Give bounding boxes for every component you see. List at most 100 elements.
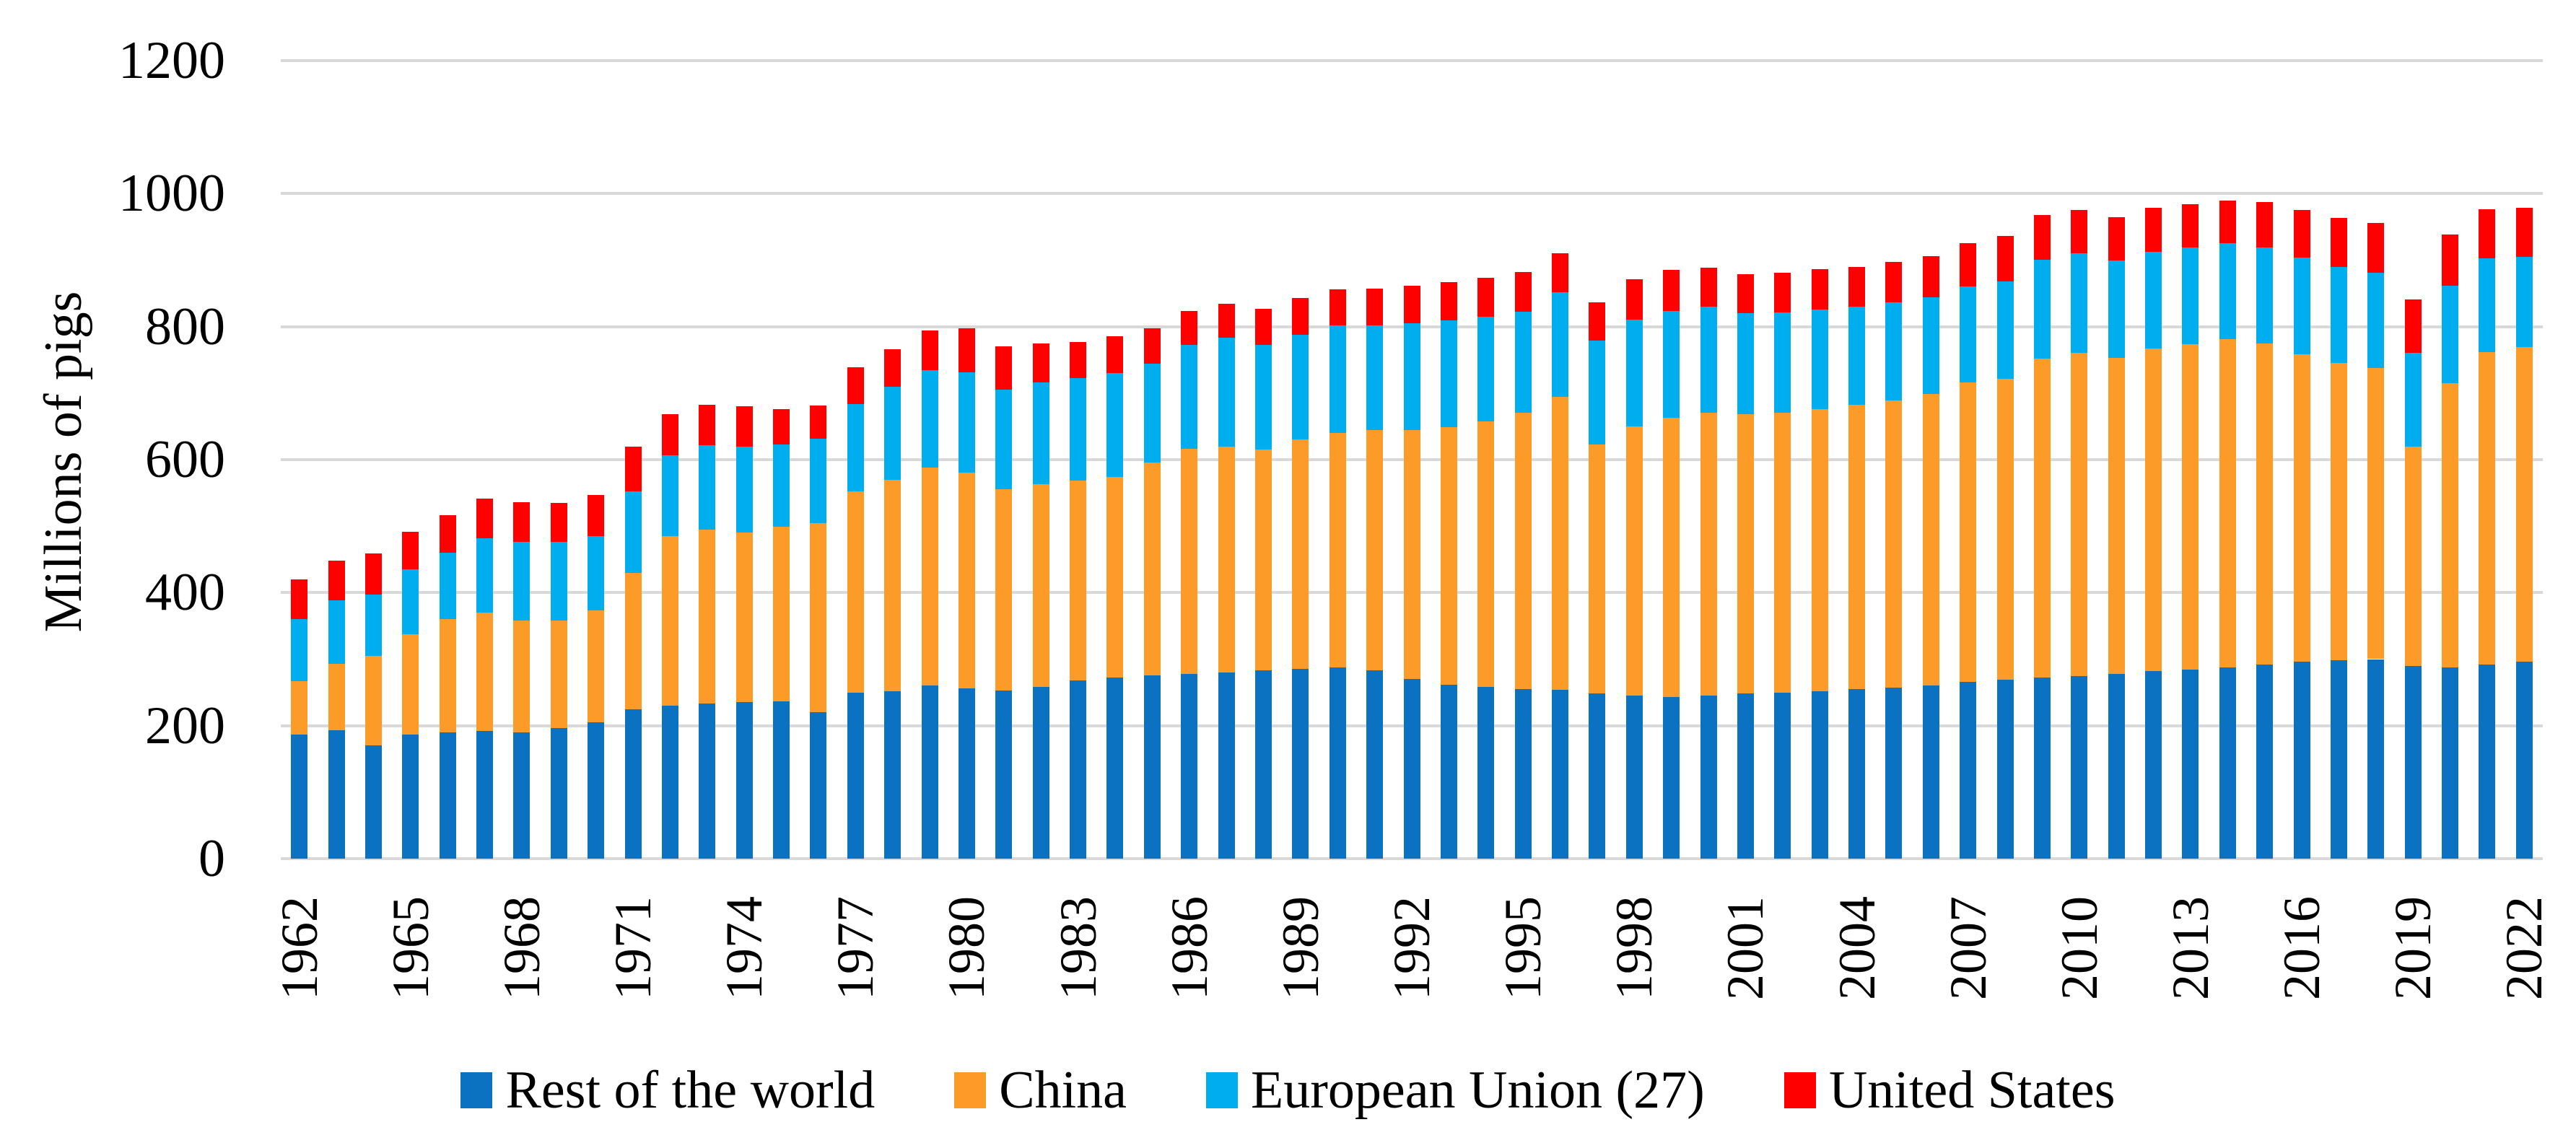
bar-segment-united-states-1976	[810, 406, 827, 439]
bar-segment-european-union-27-1966	[439, 553, 456, 620]
bar-segment-china-1988	[1254, 450, 1272, 671]
y-tick-label: 400	[145, 563, 225, 623]
bar-segment-united-states-2020	[2442, 235, 2459, 286]
bar-segment-european-union-27-2015	[2256, 247, 2274, 343]
bar-segment-china-1997	[1589, 444, 1606, 694]
bar-segment-china-1999	[1663, 417, 1680, 698]
bar-segment-china-2006	[1922, 393, 1939, 686]
bar-segment-united-states-1993	[1440, 281, 1457, 321]
bar-segment-rest-of-the-world-1973	[699, 704, 716, 859]
bar-segment-rest-of-the-world-1999	[1663, 697, 1680, 859]
legend-swatch-icon	[1206, 1072, 1238, 1108]
bar-segment-european-union-27-2020	[2442, 286, 2459, 383]
bar-segment-united-states-1985	[1143, 328, 1161, 364]
bar-segment-rest-of-the-world-1975	[773, 701, 790, 859]
bar-segment-united-states-2017	[2330, 218, 2347, 267]
bar-segment-european-union-27-1977	[847, 403, 864, 492]
bar-segment-european-union-27-1975	[773, 444, 790, 527]
bar-segment-european-union-27-1988	[1254, 344, 1272, 450]
bar-segment-united-states-1964	[364, 553, 382, 595]
bar-segment-united-states-2013	[2182, 204, 2199, 247]
bar-segment-rest-of-the-world-1988	[1254, 670, 1272, 859]
bar-segment-rest-of-the-world-1992	[1403, 679, 1420, 859]
bar-segment-china-2005	[1885, 400, 1903, 688]
bar-segment-european-union-27-1986	[1181, 344, 1198, 450]
bar-segment-european-union-27-2021	[2479, 258, 2496, 352]
bar-segment-united-states-1968	[513, 501, 531, 543]
bar-segment-china-1989	[1292, 439, 1309, 670]
bar-segment-european-union-27-1973	[699, 444, 716, 530]
bar-segment-european-union-27-2022	[2515, 256, 2533, 348]
bar-segment-united-states-1984	[1106, 336, 1124, 374]
bar-segment-rest-of-the-world-1990	[1329, 667, 1346, 859]
x-tick-label-1980: 1980	[938, 896, 996, 1000]
bar-segment-china-2011	[2108, 357, 2125, 674]
bar-segment-european-union-27-2001	[1737, 313, 1754, 415]
bar-segment-european-union-27-1998	[1625, 320, 1643, 426]
bar-segment-rest-of-the-world-1964	[364, 745, 382, 859]
bar-segment-united-states-1970	[588, 494, 605, 536]
bar-segment-rest-of-the-world-2008	[1996, 680, 2014, 859]
bar-segment-european-union-27-2003	[1811, 309, 1828, 409]
bar-segment-rest-of-the-world-1998	[1625, 696, 1643, 859]
x-tick-label-2013: 2013	[2161, 896, 2219, 1000]
bar-segment-united-states-1969	[550, 502, 567, 543]
bar-segment-european-union-27-1996	[1552, 292, 1568, 398]
bar-segment-united-states-1981	[995, 346, 1013, 390]
bar-segment-united-states-1973	[699, 404, 716, 445]
bar-segment-china-1979	[921, 468, 938, 686]
chart-legend: Rest of the world China European Union (27…	[0, 1064, 2576, 1117]
bar-segment-rest-of-the-world-2005	[1885, 688, 1903, 859]
legend-item-united-states: United States	[1783, 1064, 2116, 1117]
bar-segment-china-1993	[1440, 426, 1457, 685]
bar-segment-united-states-1962	[291, 579, 308, 620]
bar-segment-united-states-2008	[1996, 236, 2014, 281]
x-tick-label-1968: 1968	[492, 896, 551, 1000]
bar-segment-rest-of-the-world-1966	[439, 732, 456, 859]
bar-segment-rest-of-the-world-2002	[1774, 692, 1791, 859]
bar-segment-united-states-1975	[773, 408, 790, 444]
bar-segment-rest-of-the-world-2017	[2330, 660, 2347, 859]
bar-segment-china-2000	[1700, 413, 1717, 696]
bar-segment-china-1975	[773, 527, 790, 701]
bar-segment-united-states-1991	[1366, 289, 1384, 325]
x-tick-label-1977: 1977	[826, 896, 885, 1000]
bar-segment-european-union-27-1984	[1106, 373, 1124, 477]
bar-segment-china-2015	[2256, 343, 2274, 665]
bar-segment-china-1973	[699, 529, 716, 704]
bar-segment-european-union-27-1989	[1292, 334, 1309, 440]
bar-segment-rest-of-the-world-2006	[1922, 685, 1939, 859]
bar-segment-china-1976	[810, 522, 827, 713]
bar-segment-united-states-2012	[2145, 207, 2162, 252]
y-tick-label: 600	[145, 430, 225, 489]
bar-segment-china-1996	[1552, 397, 1568, 690]
legend-item-china: China	[954, 1064, 1127, 1117]
bar-segment-united-states-1980	[958, 328, 975, 373]
bar-segment-rest-of-the-world-1977	[847, 692, 864, 859]
bar-segment-rest-of-the-world-2012	[2145, 671, 2162, 859]
bar-segment-china-1981	[995, 489, 1013, 691]
bar-segment-united-states-1990	[1329, 289, 1346, 325]
bar-segment-european-union-27-2017	[2330, 266, 2347, 364]
bar-segment-rest-of-the-world-2003	[1811, 691, 1828, 859]
legend-item-european-union-27: European Union (27)	[1206, 1064, 1705, 1117]
bar-segment-china-1965	[402, 634, 419, 735]
bar-segment-rest-of-the-world-1972	[661, 706, 678, 859]
bar-segment-united-states-1972	[661, 414, 678, 456]
bar-segment-united-states-1994	[1477, 278, 1495, 317]
x-tick-label-2004: 2004	[1828, 896, 1886, 1000]
bar-segment-china-1986	[1181, 449, 1198, 674]
bar-segment-china-1998	[1625, 426, 1643, 696]
bar-segment-china-1974	[735, 533, 753, 703]
bar-segment-rest-of-the-world-1968	[513, 732, 531, 859]
bar-segment-rest-of-the-world-2004	[1848, 688, 1866, 859]
bar-segment-european-union-27-2013	[2182, 247, 2199, 344]
bar-segment-united-states-2014	[2219, 200, 2236, 243]
bar-segment-european-union-27-1979	[921, 370, 938, 468]
bar-segment-china-2014	[2219, 339, 2236, 667]
bar-segment-china-2010	[2071, 352, 2088, 676]
bar-segment-united-states-1999	[1663, 270, 1680, 312]
bar-segment-rest-of-the-world-2022	[2515, 662, 2533, 859]
bar-segment-european-union-27-2014	[2219, 242, 2236, 340]
